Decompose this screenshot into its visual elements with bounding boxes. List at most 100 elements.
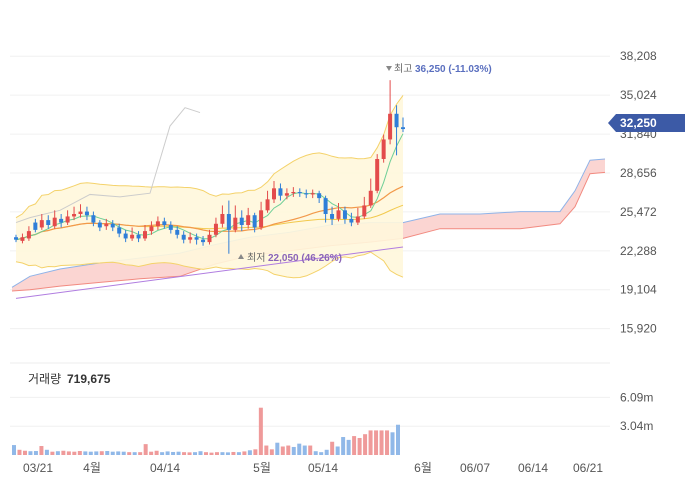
volume-bar (302, 445, 307, 455)
lagging-span-line (15, 107, 201, 224)
volume-bar (110, 451, 115, 455)
volume-bar (12, 445, 16, 455)
candle-body (39, 220, 44, 228)
candle-body (246, 215, 251, 225)
volume-bar (143, 444, 148, 455)
date-tick-label: 06/14 (518, 461, 548, 475)
price-tick-label: 38,208 (620, 49, 657, 63)
date-tick-label: 5월 (253, 461, 271, 475)
price-tick-label: 22,288 (620, 244, 657, 258)
candle-body (201, 239, 206, 243)
price-annotations: 최고 36,250 (-11.03%) 최저 22,050 (46.26%) (238, 63, 492, 264)
candle-body (188, 237, 193, 240)
candle-body (207, 234, 212, 243)
price-tick-label: 19,104 (620, 283, 657, 297)
volume-bar (88, 451, 93, 455)
volume-bar (275, 442, 280, 455)
candle-body (117, 227, 122, 234)
volume-bar (209, 452, 214, 455)
volume-bar (313, 451, 318, 455)
volume-bar (242, 451, 247, 455)
volume-bar (225, 452, 230, 455)
volume-bar (61, 450, 66, 455)
volume-bar (187, 452, 192, 455)
candle-body (14, 237, 18, 240)
volume-tick-label: 3.04m (620, 419, 653, 433)
volume-bar (236, 452, 241, 455)
volume-bar (66, 451, 71, 455)
volume-bar (127, 452, 132, 455)
volume-bar (83, 451, 88, 455)
volume-bar (22, 450, 27, 455)
volume-bar (341, 437, 346, 455)
candle-body (297, 192, 302, 194)
volume-bar (247, 450, 252, 455)
volume-bar (171, 451, 176, 455)
price-tick-label: 25,472 (620, 205, 657, 219)
candle-body (233, 217, 238, 230)
volume-bar (44, 449, 49, 455)
candle-body (213, 223, 218, 235)
volume-bar (324, 449, 329, 455)
candle-body (84, 211, 89, 216)
current-price-badge: 32,250 (608, 114, 685, 132)
high-value: 36,250 (-11.03%) (415, 64, 492, 75)
volume-bar (149, 451, 154, 455)
volume-bar (352, 436, 357, 455)
volume-bar (193, 452, 198, 455)
candle-body (375, 159, 380, 191)
candlestick-series (14, 80, 405, 254)
candle-body (143, 231, 147, 239)
date-tick-label: 6월 (414, 461, 432, 475)
volume-bar (390, 432, 395, 455)
volume-bar (269, 449, 274, 455)
current-price-badge-shape (608, 114, 685, 132)
candle-body (162, 221, 167, 225)
volume-value: 719,675 (67, 372, 111, 386)
candle-body (33, 222, 38, 230)
low-value: 22,050 (46.26%) (268, 253, 342, 264)
candle-body (401, 127, 405, 130)
candle-body (149, 226, 154, 232)
volume-bar (374, 430, 379, 455)
bollinger-bands (15, 95, 404, 279)
candle-body (97, 222, 102, 228)
candle-body (278, 188, 283, 196)
volume-bar (55, 451, 60, 455)
volume-bar (33, 451, 38, 455)
volume-label: 거래량 (28, 372, 61, 386)
price-tick-label: 28,656 (620, 166, 657, 180)
volume-bars (12, 407, 400, 455)
candle-body (26, 231, 31, 239)
bollinger-lower-line (15, 251, 404, 279)
candle-body (78, 211, 83, 214)
candle-body (362, 205, 367, 217)
volume-bar (99, 451, 104, 455)
volume-bar (335, 446, 340, 455)
candle-body (52, 217, 57, 227)
volume-bar (396, 424, 400, 455)
date-tick-label: 05/14 (308, 461, 338, 475)
volume-bar (204, 452, 208, 455)
date-tick-label: 06/21 (573, 461, 603, 475)
candle-body (46, 220, 51, 225)
candle-body (220, 214, 225, 224)
price-tick-label: 35,024 (620, 88, 657, 102)
volume-bar (297, 443, 302, 455)
high-marker-icon (386, 66, 392, 71)
candle-body (59, 218, 64, 223)
candle-body (368, 190, 373, 206)
volume-bar (346, 439, 351, 455)
volume-bar (50, 451, 55, 455)
volume-bar (264, 445, 269, 455)
volume-bar (357, 437, 362, 455)
volume-bar (330, 441, 335, 455)
volume-bar (165, 451, 170, 455)
candle-body (310, 193, 315, 195)
candle-body (355, 216, 360, 223)
volume-panel: 거래량 719,675 6.09m 3.04m (10, 362, 653, 455)
ma-longest-line (15, 246, 404, 299)
volume-bar (220, 452, 225, 455)
candle-body (181, 234, 186, 240)
volume-bar (291, 446, 296, 455)
